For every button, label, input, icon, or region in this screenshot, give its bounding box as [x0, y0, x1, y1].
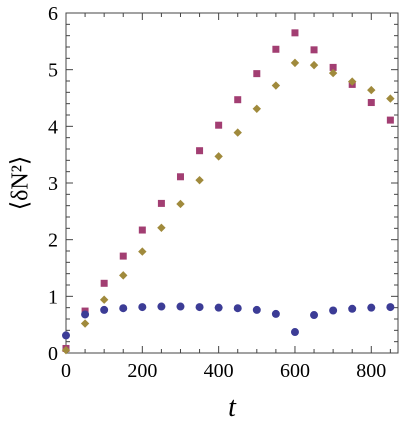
circle-point	[195, 303, 204, 312]
circle-point	[214, 303, 223, 312]
diamond-point	[99, 295, 109, 304]
diamond-point	[119, 271, 128, 280]
x-tick-label: 0	[61, 360, 71, 382]
circle-point	[81, 310, 90, 319]
diamond-point	[252, 104, 262, 113]
diamond-point	[195, 175, 204, 185]
circle-point	[329, 306, 338, 315]
circle-point	[62, 331, 70, 340]
x-tick-label: 600	[280, 360, 310, 382]
circle-point	[348, 304, 357, 313]
y-tick-label: 3	[48, 173, 58, 195]
y-tick-label: 6	[48, 3, 58, 25]
circle-point	[290, 328, 299, 337]
square-point	[310, 46, 318, 54]
square-point	[215, 121, 223, 129]
square-point	[253, 70, 261, 78]
axes: 0 200 400 600 800 0 1 2 3 4 5 6	[48, 3, 399, 382]
y-axis-label: ⟨δN²⟩	[8, 156, 34, 211]
diamond-point	[176, 199, 185, 209]
circle-point	[138, 303, 147, 312]
square-point	[272, 45, 280, 53]
diamond-point	[61, 345, 71, 355]
square-point	[367, 99, 375, 107]
circle-point	[367, 303, 376, 312]
diamond-point	[328, 68, 338, 78]
square-point	[176, 173, 184, 181]
circle-point	[100, 305, 109, 314]
y-tick-label: 2	[48, 230, 58, 252]
circle-point	[386, 303, 395, 312]
square-point	[196, 147, 204, 155]
diamond-point	[309, 60, 319, 70]
square-point	[329, 63, 337, 71]
circle-point	[119, 304, 128, 313]
diamond-point	[271, 81, 281, 90]
circle-point	[310, 311, 319, 320]
square-point	[291, 29, 299, 37]
diamond-point	[138, 247, 147, 256]
plot-frame	[65, 12, 399, 354]
data-points	[61, 29, 395, 355]
square-point	[119, 252, 127, 260]
diamond-point	[367, 85, 376, 95]
square-point	[386, 116, 394, 124]
circle-point	[176, 302, 185, 311]
x-axis-label: t	[228, 392, 237, 423]
y-tick-label: 0	[48, 343, 58, 365]
y-tick-label: 1	[48, 286, 58, 308]
x-tick-label: 400	[204, 360, 234, 382]
square-point	[157, 199, 165, 207]
diamond-point	[214, 152, 223, 161]
square-point	[138, 226, 146, 234]
square-point	[100, 279, 108, 287]
diamond-point	[290, 58, 300, 68]
y-tick-label: 4	[48, 116, 58, 138]
circle-point	[157, 302, 166, 311]
x-tick-label: 800	[356, 360, 386, 382]
diamond-point	[386, 94, 395, 103]
circle-point	[271, 309, 280, 318]
circle-point	[252, 305, 261, 314]
x-tick-label: 200	[127, 360, 157, 382]
axis-labels: t ⟨δN²⟩	[8, 156, 238, 423]
circle-point	[233, 304, 242, 313]
diamond-point	[157, 223, 166, 232]
y-tick-label: 5	[48, 60, 58, 82]
square-point	[234, 96, 242, 104]
diamond-point	[348, 77, 357, 86]
diamond-point	[80, 319, 90, 328]
diamond-point	[233, 128, 242, 137]
